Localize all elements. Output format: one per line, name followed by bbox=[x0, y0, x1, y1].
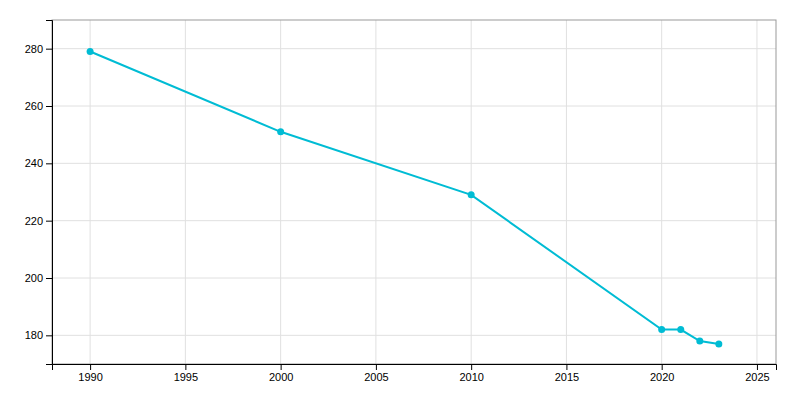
x-tick: 1995 bbox=[174, 364, 198, 383]
grid bbox=[52, 20, 776, 364]
point bbox=[468, 191, 475, 198]
x-tick-mark bbox=[281, 364, 282, 370]
x-tick: 1990 bbox=[78, 364, 102, 383]
y-tick: 280 bbox=[25, 43, 52, 55]
y-tick-mark bbox=[46, 221, 52, 222]
x-grid-line bbox=[375, 20, 376, 364]
y-tick-label: 220 bbox=[25, 215, 43, 227]
point bbox=[277, 128, 284, 135]
x-tick-mark bbox=[757, 364, 758, 370]
x-tick-mark bbox=[471, 364, 472, 370]
x-tick-label: 1990 bbox=[78, 371, 102, 383]
x-tick-label: 2000 bbox=[269, 371, 293, 383]
y-tick-mark bbox=[46, 278, 52, 279]
x-tick-mark bbox=[662, 364, 663, 370]
y-tick: 260 bbox=[25, 100, 52, 112]
x-tick: 2015 bbox=[555, 364, 579, 383]
y-grid-line bbox=[52, 106, 776, 107]
y-tick: 180 bbox=[25, 329, 52, 341]
x-tick-mark bbox=[376, 364, 377, 370]
y-tick-label: 260 bbox=[25, 100, 43, 112]
y-tick-label: 240 bbox=[25, 157, 43, 169]
x-tick: 2005 bbox=[364, 364, 388, 383]
y-tick-mark bbox=[46, 106, 52, 107]
y-tick: 220 bbox=[25, 215, 52, 227]
x-grid-line bbox=[566, 20, 567, 364]
x-tick-label: 2025 bbox=[745, 371, 769, 383]
x-tick-label: 2005 bbox=[364, 371, 388, 383]
y-tick-label: 200 bbox=[25, 272, 43, 284]
x-tick: 2020 bbox=[650, 364, 674, 383]
x-tick-label: 1995 bbox=[174, 371, 198, 383]
x-grid-line bbox=[661, 20, 662, 364]
y-tick-label: 280 bbox=[25, 43, 43, 55]
x-tick-label: 2015 bbox=[555, 371, 579, 383]
x-tick-label: 2020 bbox=[650, 371, 674, 383]
y-tick-mark bbox=[46, 163, 52, 164]
y-grid-line bbox=[52, 335, 776, 336]
y-tick: 240 bbox=[25, 157, 52, 169]
x-grid-line bbox=[185, 20, 186, 364]
y-grid-line bbox=[52, 48, 776, 49]
y-grid-line bbox=[52, 163, 776, 164]
y-grid-line bbox=[52, 220, 776, 221]
series bbox=[87, 48, 723, 347]
x-tick: 2000 bbox=[269, 364, 293, 383]
y-tick: 200 bbox=[25, 272, 52, 284]
x-tick-mark bbox=[566, 364, 567, 370]
y-tick-mark bbox=[46, 335, 52, 336]
x-tick: 2025 bbox=[745, 364, 769, 383]
x-axis-line bbox=[53, 365, 777, 371]
y-tick-label: 180 bbox=[25, 329, 43, 341]
point bbox=[696, 338, 703, 345]
y-axis-line bbox=[46, 21, 53, 365]
x-grid-line bbox=[280, 20, 281, 364]
x-axis: 1990 1995 2000 2005 2010 2015 2020 2025 bbox=[53, 364, 777, 383]
chart: 1990 1995 2000 2005 2010 2015 2020 2025 180 200 22… bbox=[0, 0, 800, 400]
x-tick-mark bbox=[90, 364, 91, 370]
y-tick-mark bbox=[46, 49, 52, 50]
y-grid-line bbox=[52, 278, 776, 279]
x-tick: 2010 bbox=[459, 364, 483, 383]
plot-frame bbox=[52, 20, 776, 364]
y-axis: 180 200 220 240 260 280 bbox=[25, 21, 53, 365]
x-tick-label: 2010 bbox=[459, 371, 483, 383]
line bbox=[90, 52, 719, 344]
point bbox=[658, 326, 665, 333]
x-grid-line bbox=[90, 20, 91, 364]
plot: 1990 1995 2000 2005 2010 2015 2020 2025 180 200 22… bbox=[25, 20, 777, 383]
point bbox=[715, 340, 722, 347]
point bbox=[677, 326, 684, 333]
point bbox=[87, 48, 94, 55]
x-grid-line bbox=[756, 20, 757, 364]
x-tick-mark bbox=[185, 364, 186, 370]
